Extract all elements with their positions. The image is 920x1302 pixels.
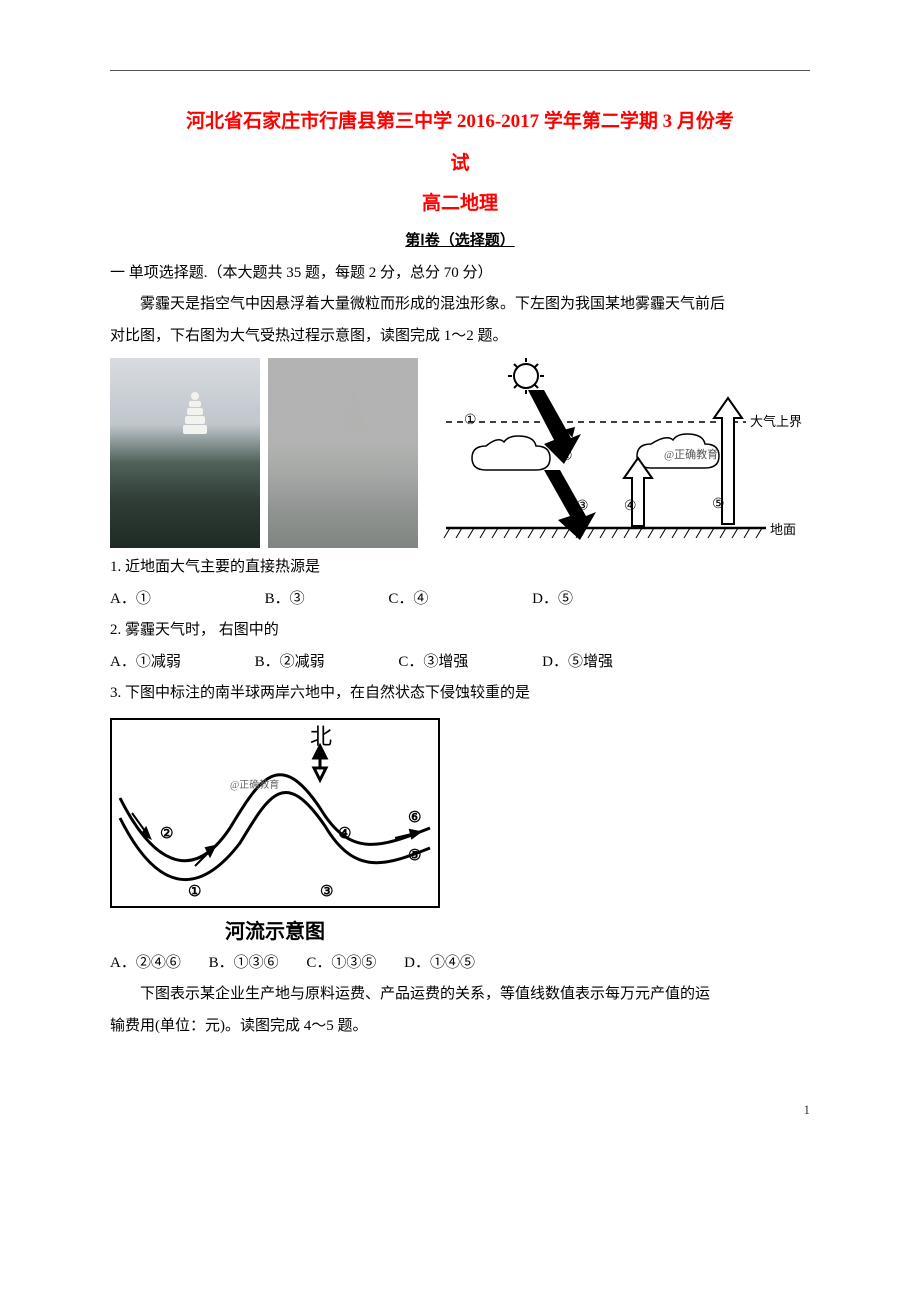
- q3-option-b: B．①③⑥: [209, 948, 279, 980]
- intro-line2: 对比图，下右图为大气受热过程示意图，读图完成 1～2 题。: [110, 321, 810, 353]
- q1-options: A．① B．③ C．④ D．⑤: [110, 584, 810, 616]
- sun-icon: [508, 358, 544, 394]
- figure-row-1: 大气上界: [110, 358, 810, 548]
- intro-line1: 雾霾天是指空气中因悬浮着大量微粒而形成的混浊形象。下左图为我国某地雾霾天气前后: [110, 289, 810, 321]
- header-rule: [110, 70, 810, 71]
- photo-clear: [110, 358, 260, 548]
- exam-page: 河北省石家庄市行唐县第三中学 2016-2017 学年第二学期 3 月份考 试 …: [0, 0, 920, 1171]
- q1-option-a: A．①: [110, 584, 151, 616]
- arrow-4-label: ④: [624, 499, 637, 514]
- page-number: 1: [110, 1102, 810, 1118]
- q3-stem: 3. 下图中标注的南半球两岸六地中，在自然状态下侵蚀较重的是: [110, 678, 810, 710]
- q3-options: A．②④⑥ B．①③⑥ C．①③⑤ D．①④⑤: [110, 948, 810, 980]
- pagoda-icon: [182, 392, 208, 442]
- river-p1: ①: [188, 884, 201, 900]
- label-ground: 地面: [770, 522, 796, 537]
- q1-stem: 1. 近地面大气主要的直接热源是: [110, 552, 810, 584]
- q45-intro1: 下图表示某企业生产地与原料运费、产品运费的关系，等值线数值表示每万元产值的运: [110, 979, 810, 1011]
- photo-hazy: [268, 358, 418, 548]
- q3-option-d: D．①④⑤: [404, 948, 475, 980]
- q2-option-a: A．①减弱: [110, 647, 181, 679]
- arrow-5-label: ⑤: [712, 497, 725, 512]
- atmosphere-diagram: 大气上界: [426, 358, 806, 548]
- section-instructions: 一 单项选择题.（本大题共 35 题，每题 2 分，总分 70 分）: [110, 258, 810, 290]
- label-top: 大气上界: [750, 414, 802, 429]
- exam-title-line2: 试: [110, 143, 810, 185]
- q3-option-c: C．①③⑤: [306, 948, 376, 980]
- arrow-1-label: ①: [464, 413, 477, 428]
- river-p2: ②: [160, 826, 173, 842]
- river-p6: ⑥: [408, 810, 421, 826]
- watermark-text: @正确教育: [230, 778, 279, 791]
- arrow-3-label: ③: [576, 499, 589, 514]
- cloud-icon: [472, 436, 550, 470]
- river-p5: ⑤: [408, 848, 421, 864]
- q1-option-b: B．③: [265, 584, 305, 616]
- q2-option-b: B．②减弱: [255, 647, 325, 679]
- exam-subject: 高二地理: [110, 185, 810, 223]
- river-figure: 北 ① ② ③ ④ ⑤ ⑥ @: [110, 718, 440, 913]
- arrow-2-label: ②: [560, 449, 573, 464]
- section-label: 第Ⅰ卷（选择题）: [110, 229, 810, 250]
- q1-option-d: D．⑤: [532, 584, 573, 616]
- pagoda-icon: [340, 392, 366, 442]
- river-caption: 河流示意图: [110, 915, 440, 944]
- q2-stem: 2. 雾霾天气时， 右图中的: [110, 615, 810, 647]
- exam-title-line1: 河北省石家庄市行唐县第三中学 2016-2017 学年第二学期 3 月份考: [110, 101, 810, 143]
- q45-intro2: 输费用(单位：元)。读图完成 4～5 题。: [110, 1011, 810, 1043]
- q2-option-c: C．③增强: [398, 647, 468, 679]
- watermark-text: @正确教育: [664, 447, 718, 461]
- q2-option-d: D．⑤增强: [542, 647, 613, 679]
- q2-options: A．①减弱 B．②减弱 C．③增强 D．⑤增强: [110, 647, 810, 679]
- river-p4: ④: [338, 826, 351, 842]
- q1-option-c: C．④: [388, 584, 428, 616]
- q3-option-a: A．②④⑥: [110, 948, 181, 980]
- river-p3: ③: [320, 884, 333, 900]
